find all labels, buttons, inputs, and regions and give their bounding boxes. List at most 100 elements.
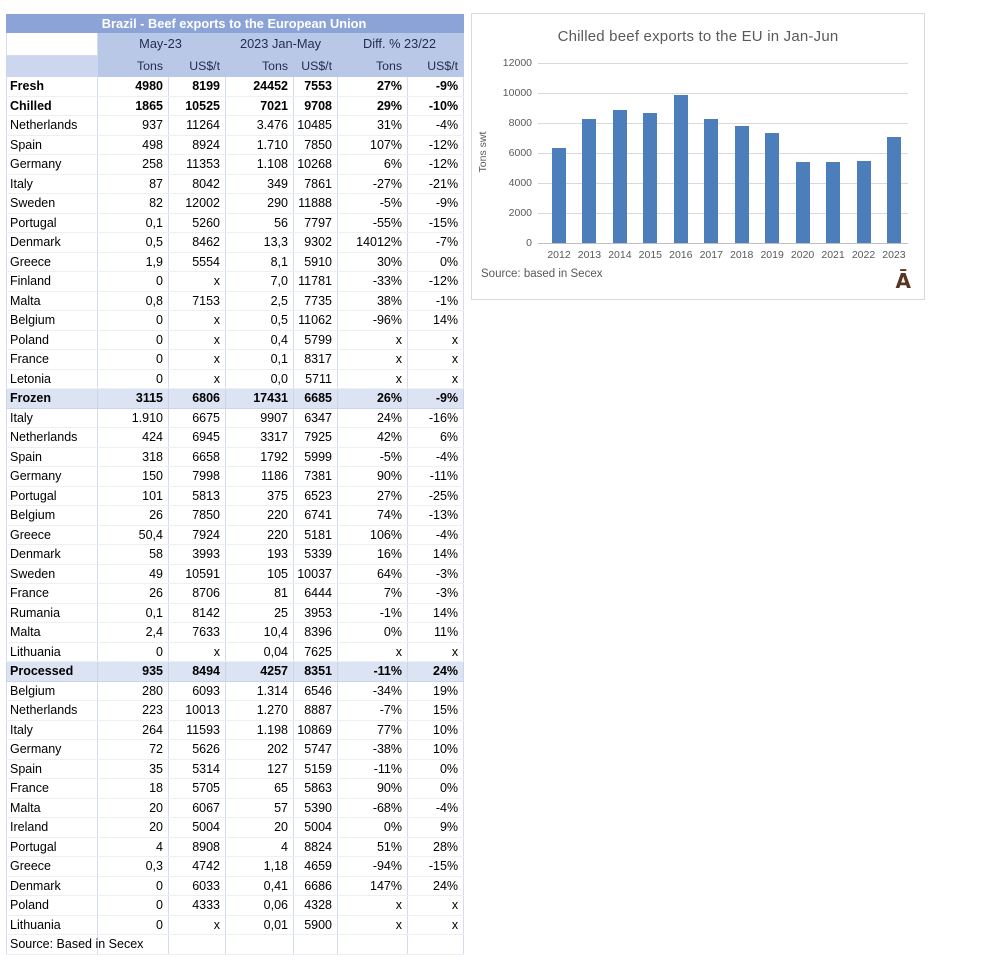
value-cell: 90% (337, 778, 408, 799)
value-cell: 7% (337, 583, 408, 604)
table-row: Poland 0 x 0,4 5799 x x (6, 329, 465, 350)
value-cell: 6523 (293, 485, 338, 506)
table-row: Denmark 58 3993 193 5339 16% 14% (6, 544, 465, 565)
row-label: Italy (6, 719, 98, 740)
value-cell: 1186 (225, 466, 294, 487)
table-body: Brazil - Beef exports to the European Un… (5, 14, 465, 955)
value-cell: 9302 (293, 232, 338, 253)
row-label: Chilled (6, 95, 98, 116)
value-cell: 5999 (293, 446, 338, 467)
value-cell: 1.910 (97, 407, 169, 428)
value-cell: -1% (337, 602, 408, 623)
column-group-may23: May-23 (97, 32, 226, 56)
value-cell: -96% (337, 310, 408, 331)
sub-header-tons-1: Tons (97, 55, 169, 77)
bar-2022 (856, 160, 871, 243)
row-label: Poland (6, 895, 98, 916)
value-cell: -4% (406, 446, 465, 467)
value-cell: 8924 (168, 134, 226, 155)
table-source: Source: Based in Secex (6, 934, 143, 955)
value-cell: 20 (225, 817, 294, 838)
table-row: Greece 1,9 5554 8,1 5910 30% 0% (6, 251, 465, 272)
value-cell: x (406, 349, 465, 370)
value-cell: 12002 (168, 193, 226, 214)
value-cell: 6685 (293, 388, 338, 409)
value-cell: 24% (406, 661, 465, 682)
table-row: Poland 0 4333 0,06 4328 x x (6, 895, 465, 916)
value-cell: x (168, 368, 226, 389)
value-cell: 0,4 (225, 329, 294, 350)
value-cell: 18 (97, 778, 169, 799)
value-cell: 6% (337, 154, 408, 175)
bar-2021 (826, 162, 841, 243)
value-cell: 5260 (168, 212, 226, 233)
value-cell: -9% (406, 388, 465, 409)
value-cell: -12% (406, 154, 465, 175)
value-cell: 26 (97, 505, 169, 526)
row-label: Finland (6, 271, 98, 292)
bar-2013 (582, 119, 597, 243)
value-cell: 6658 (168, 446, 226, 467)
corner-cell (6, 32, 98, 56)
value-cell: 424 (97, 427, 169, 448)
value-cell: 27% (337, 485, 408, 506)
value-cell: 3993 (168, 544, 226, 565)
value-cell: -4% (406, 524, 465, 545)
value-cell: 2,5 (225, 290, 294, 311)
value-cell: 8199 (168, 76, 226, 97)
value-cell: x (168, 914, 226, 935)
sub-header-usdt-1: US$/t (168, 55, 226, 77)
y-tick-label: 4000 (508, 176, 532, 189)
value-cell: 6067 (168, 797, 226, 818)
value-cell: 0% (337, 622, 408, 643)
value-cell: -25% (406, 485, 465, 506)
row-label: Germany (6, 154, 98, 175)
value-cell: -3% (406, 563, 465, 584)
table-row: Denmark 0,5 8462 13,3 9302 14012% -7% (6, 232, 465, 253)
value-cell: x (406, 368, 465, 389)
value-cell: 10013 (168, 700, 226, 721)
y-tick-label: 12000 (502, 56, 532, 69)
value-cell: 11353 (168, 154, 226, 175)
sub-header-tons-2: Tons (225, 55, 294, 77)
value-cell: -94% (337, 856, 408, 877)
value-cell: 3317 (225, 427, 294, 448)
row-label: Belgium (6, 505, 98, 526)
value-cell: 147% (337, 875, 408, 896)
value-cell: 7850 (168, 505, 226, 526)
x-axis-label: 2023 (882, 249, 906, 261)
value-cell: 7381 (293, 466, 338, 487)
value-cell: 56 (225, 212, 294, 233)
table-row: Netherlands 223 10013 1.270 8887 -7% 15% (6, 700, 465, 721)
value-cell: 7553 (293, 76, 338, 97)
row-label: Belgium (6, 310, 98, 331)
value-cell: 318 (97, 446, 169, 467)
value-cell: 7153 (168, 290, 226, 311)
value-cell: 5711 (293, 368, 338, 389)
sub-header-usdt-3: US$/t (406, 55, 465, 77)
row-label: Greece (6, 251, 98, 272)
x-axis-label: 2015 (638, 249, 663, 261)
value-cell: 0% (406, 758, 465, 779)
value-cell: 0,5 (97, 232, 169, 253)
value-cell: 29% (337, 95, 408, 116)
chart-title: Chilled beef exports to the EU in Jan-Ju… (557, 28, 839, 45)
value-cell: 101 (97, 485, 169, 506)
value-cell: 7735 (293, 290, 338, 311)
value-cell: 280 (97, 680, 169, 701)
value-cell: 0,1 (97, 602, 169, 623)
value-cell: 74% (337, 505, 408, 526)
value-cell: 1,9 (97, 251, 169, 272)
value-cell: 7797 (293, 212, 338, 233)
value-cell: 9907 (225, 407, 294, 428)
table-row: Belgium 26 7850 220 6741 74% -13% (6, 505, 465, 526)
bar-2019 (765, 132, 780, 243)
value-cell: 193 (225, 544, 294, 565)
value-cell: 10037 (293, 563, 338, 584)
value-cell: 13,3 (225, 232, 294, 253)
table-row: Greece 0,3 4742 1,18 4659 -94% -15% (6, 856, 465, 877)
value-cell: 375 (225, 485, 294, 506)
row-label: Italy (6, 407, 98, 428)
value-cell: 0,1 (97, 212, 169, 233)
value-cell: 7924 (168, 524, 226, 545)
